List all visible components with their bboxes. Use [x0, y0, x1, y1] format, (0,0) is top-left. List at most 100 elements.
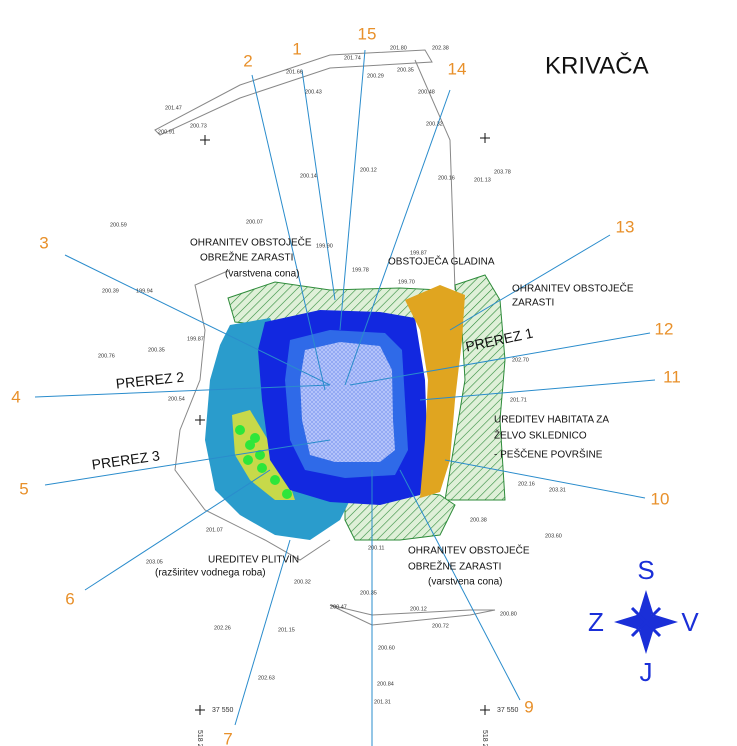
profile-number: 1: [292, 39, 301, 58]
section-label: PREREZ 2: [115, 369, 185, 392]
annotation: OHRANITEV OBSTOJEČE: [190, 236, 312, 249]
spot-elevation: 200.11: [368, 545, 384, 551]
annotation: (varstvena cona): [428, 577, 502, 588]
spot-elevation: 200.29: [367, 73, 384, 79]
profile-line: [234, 539, 291, 726]
spot-elevation: 200.72: [432, 623, 449, 629]
spot-elevation: 200.07: [246, 219, 263, 225]
profile-line: [64, 254, 331, 386]
spot-elevation: 203.05: [146, 559, 163, 565]
spot-elevation: 201.13: [474, 177, 491, 183]
compass-letter: S: [637, 555, 654, 585]
title: KRIVAČA: [545, 51, 649, 79]
compass-letter: V: [681, 607, 699, 637]
profile-number: 7: [223, 729, 232, 746]
spot-elevation: 201.74: [344, 55, 361, 61]
spot-elevation: 200.14: [300, 173, 317, 179]
annotation: OBREŽNE ZARASTI: [200, 251, 293, 264]
spot-elevation: 200.84: [377, 681, 394, 687]
annotation: ZARASTI: [512, 298, 554, 309]
profile-line: [84, 469, 271, 591]
spot-elevation: 200.59: [110, 222, 127, 228]
profile-line: [34, 384, 331, 398]
coordinate: 518 200: [196, 730, 203, 746]
spot-elevation: 199.94: [136, 288, 153, 294]
coordinate: 37 550: [212, 707, 234, 714]
annotation: OBSTOJEČA GLADINA: [388, 255, 495, 268]
annotation: OHRANITEV OBSTOJEČE: [408, 544, 530, 557]
spot-elevation: 200.54: [168, 396, 185, 402]
annotation: OHRANITEV OBSTOJEČE: [512, 282, 634, 295]
spot-elevation: 202.63: [258, 675, 275, 681]
spot-elevation: 203.31: [549, 487, 566, 493]
profile-lines: [34, 49, 656, 746]
profile-number: 10: [651, 489, 670, 508]
annotation: OBREŽNE ZARASTI: [408, 560, 501, 573]
spot-elevation: 200.91: [158, 129, 175, 135]
spot-elevation: 202.26: [214, 625, 231, 631]
annotation: ŽELVO SKLEDNICO: [494, 429, 587, 442]
spot-elevation: 200.35: [397, 67, 414, 73]
profile-line: [44, 439, 331, 486]
profile-number: 2: [243, 51, 252, 70]
spot-elevation: 202.70: [512, 357, 529, 363]
annotation: (varstvena cona): [225, 269, 299, 280]
compass-letter: J: [640, 657, 653, 687]
profile-number: 13: [616, 217, 635, 236]
profile-line: [251, 74, 326, 391]
spot-elevation: 199.78: [352, 267, 369, 273]
profile-line: [301, 69, 336, 301]
compass: [614, 590, 678, 654]
spot-elevation: 200.80: [500, 611, 517, 617]
annotation: (razširitev vodnega roba): [155, 568, 266, 579]
spot-elevation: 200.76: [98, 353, 115, 359]
profile-line: [399, 469, 521, 701]
spot-elevation: 200.35: [148, 347, 165, 353]
spot-elevation: 200.73: [190, 123, 207, 129]
spot-elevation: 203.78: [494, 169, 511, 175]
profile-line: [349, 332, 651, 386]
spot-elevation: 200.32: [426, 121, 443, 127]
profile-number: 5: [19, 479, 28, 498]
spot-elevation: 202.38: [432, 45, 449, 51]
spot-elevation: 203.60: [545, 533, 562, 539]
terrain: [154, 49, 506, 715]
coordinate: 518 250: [481, 730, 488, 746]
spot-elevation: 200.47: [330, 604, 347, 610]
spot-elevation: 201.47: [165, 105, 182, 111]
spot-elevation: 200.16: [438, 175, 455, 181]
spot-elevation: 201.80: [390, 45, 407, 51]
profile-number: 6: [65, 589, 74, 608]
spot-elevation: 201.31: [374, 699, 391, 705]
spot-elevation: 199.87: [187, 336, 204, 342]
annotation: - PEŠČENE POVRŠINE: [494, 448, 603, 461]
spot-elevation: 201.15: [278, 627, 295, 633]
profile-line: [444, 459, 646, 499]
spot-elevation: 200.35: [360, 590, 377, 596]
profile-number: 3: [39, 233, 48, 252]
spot-elevation: 200.48: [418, 89, 435, 95]
spot-elevation: 199.90: [316, 243, 333, 249]
profile-number: 9: [524, 697, 533, 716]
spot-elevation: 201.71: [510, 397, 527, 403]
profile-line: [419, 379, 656, 401]
spot-elevation: 201.66: [286, 69, 303, 75]
spot-elevation: 200.38: [470, 517, 487, 523]
spot-elevation: 200.32: [294, 579, 311, 585]
spot-elevation: 200.60: [378, 645, 395, 651]
profile-line: [449, 234, 611, 331]
profile-number: 12: [655, 319, 674, 338]
spot-elevation: 199.87: [410, 250, 427, 256]
spot-elevation: 200.12: [360, 167, 377, 173]
annotation: UREDITEV HABITATA ZA: [494, 415, 609, 426]
spot-elevation: 199.70: [398, 279, 415, 285]
spot-elevation: 200.39: [102, 288, 119, 294]
profile-number: 15: [358, 24, 377, 43]
annotation: UREDITEV PLITVIN: [208, 555, 299, 566]
profile-line: [339, 49, 366, 331]
spot-elevation: 201.07: [206, 527, 223, 533]
profile-number: 14: [448, 59, 467, 78]
spot-elevation: 200.12: [410, 606, 427, 612]
spot-elevation: 200.43: [305, 89, 322, 95]
